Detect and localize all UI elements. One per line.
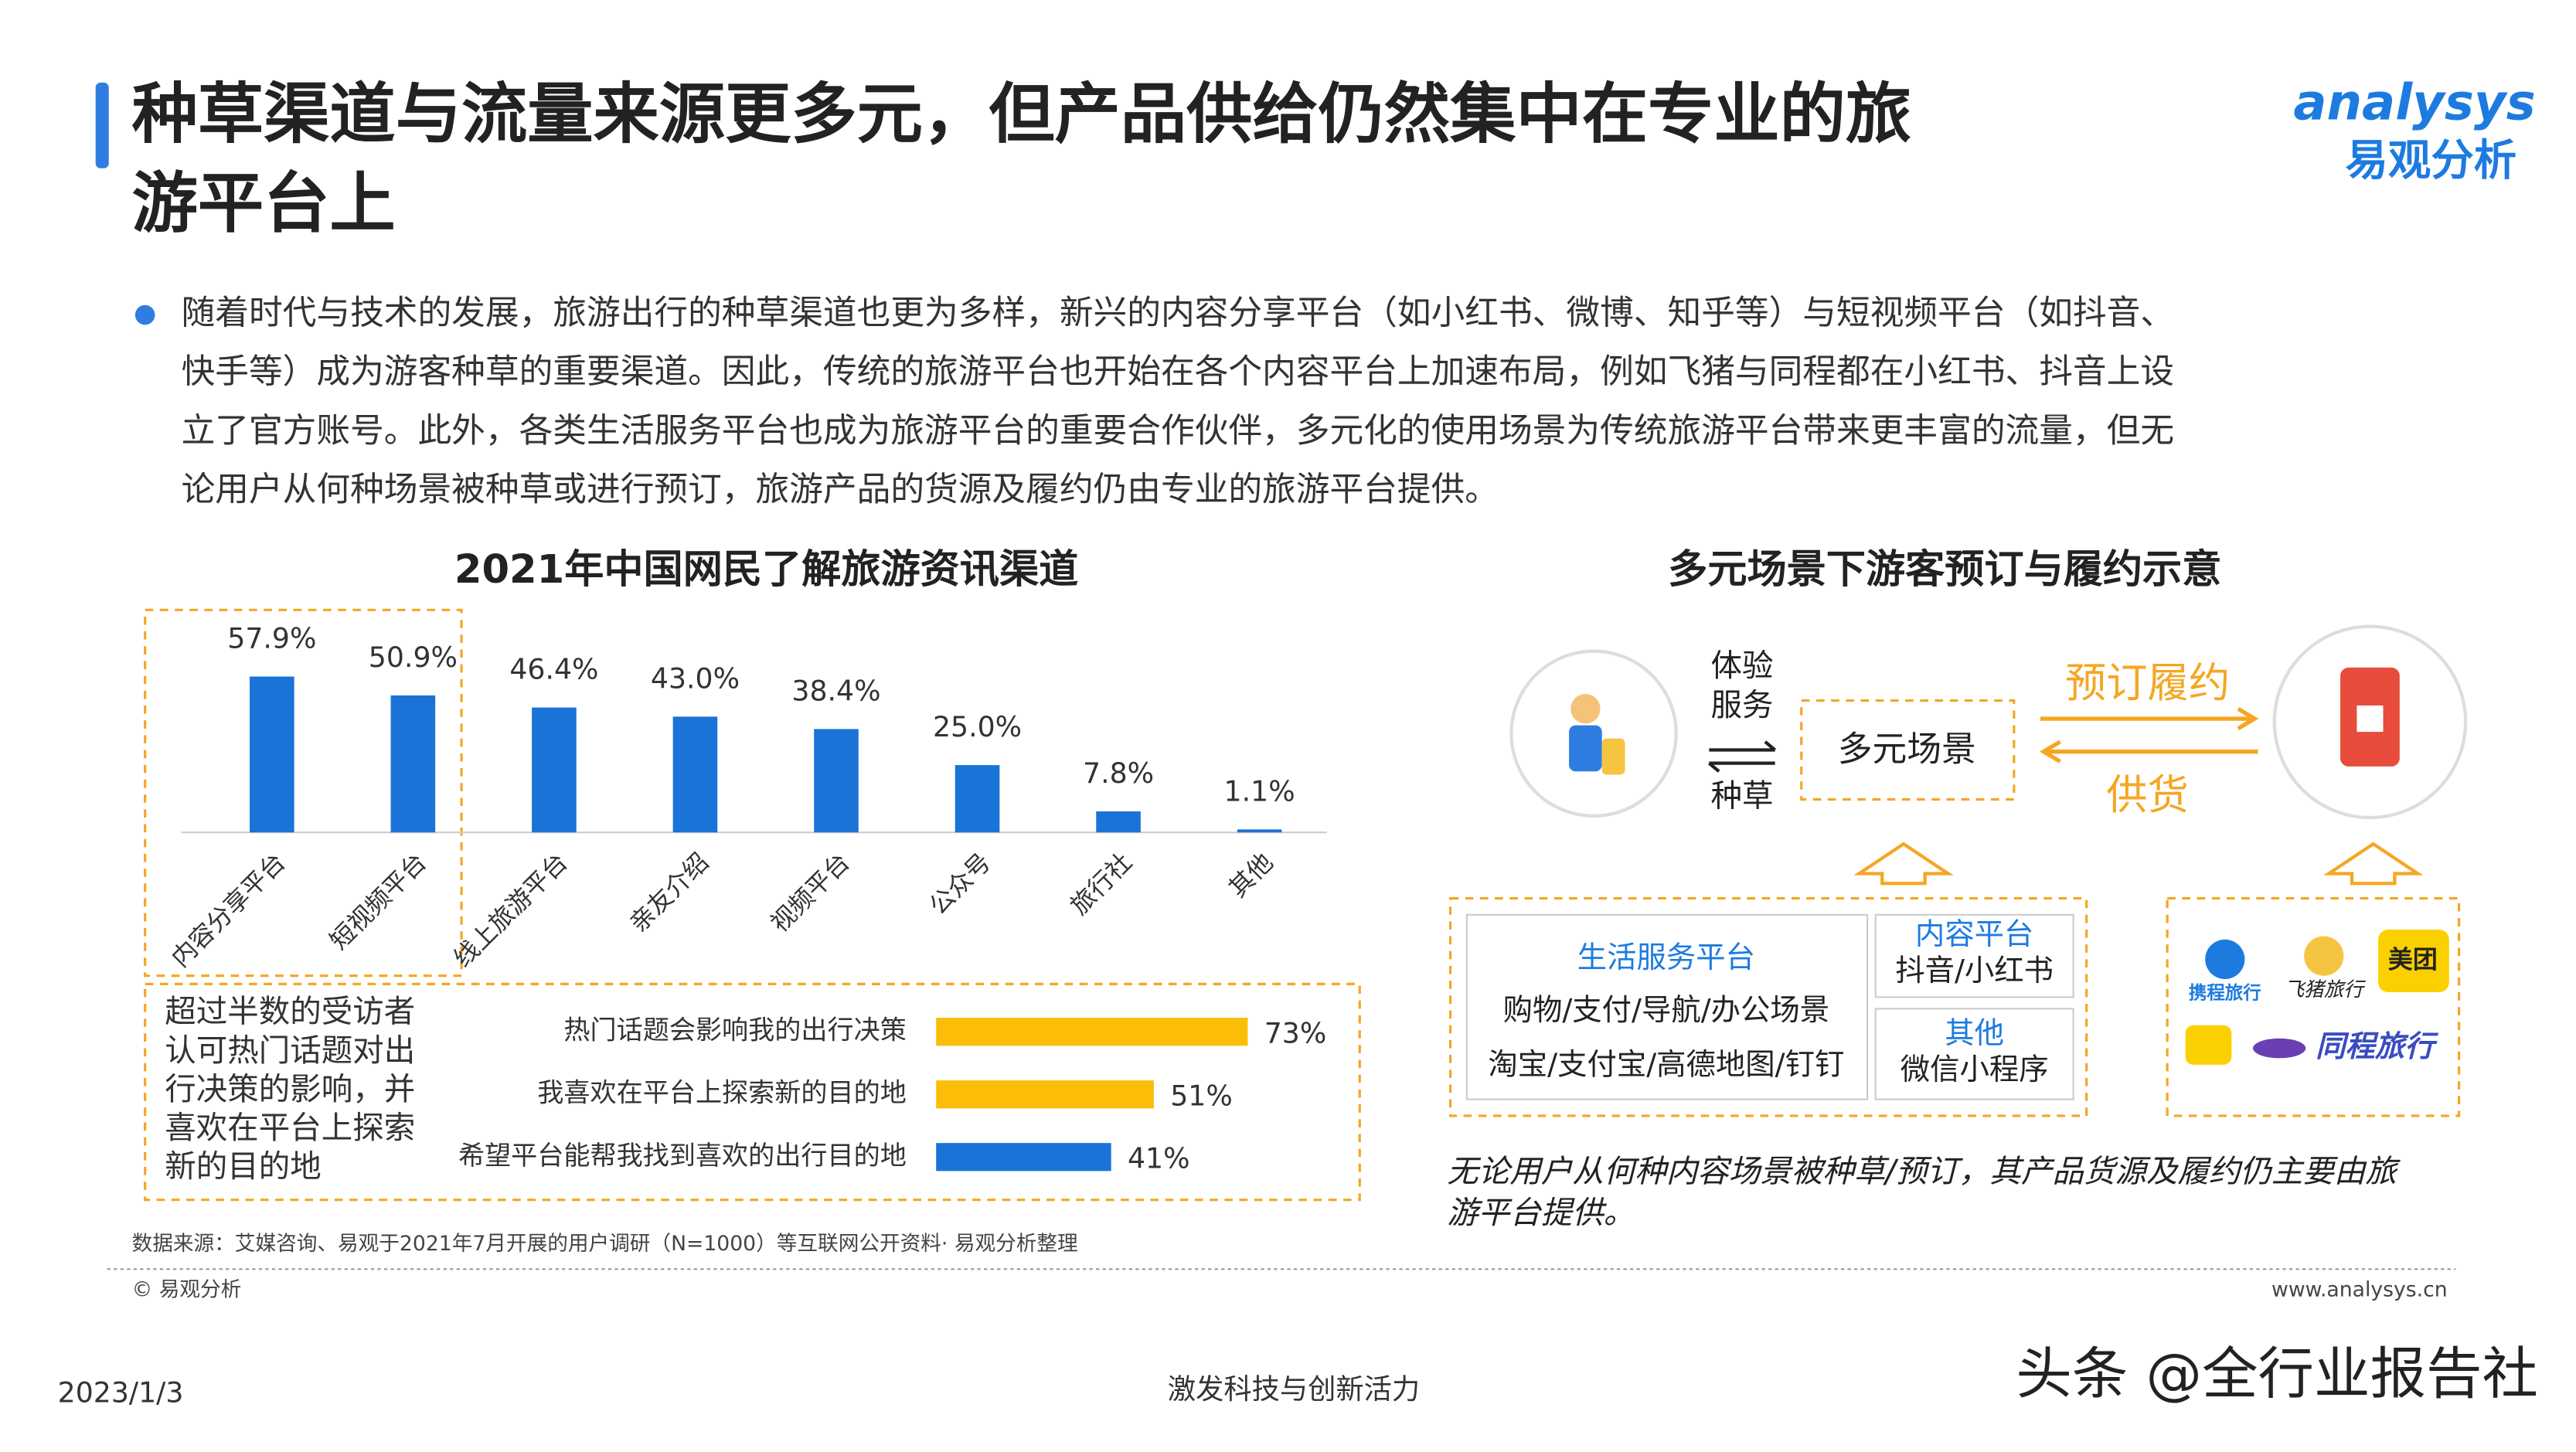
center-box — [1800, 699, 2016, 801]
bar — [390, 695, 436, 833]
source: 数据来源：艾媒咨询、易观于2021年7月开展的用户调研（N=1000）等互联网公… — [132, 1232, 1078, 1256]
value-label: 43.0% — [651, 661, 740, 695]
diagram-title: 多元场景下游客预订与履约示意 — [1668, 547, 2221, 593]
bar — [955, 765, 1000, 833]
value-label: 57.9% — [227, 622, 316, 655]
slogan: 激发科技与创新活力 — [1168, 1372, 1420, 1406]
cell-title: 其他 — [1945, 1016, 2004, 1051]
cell-text: 淘宝/支付宝/高德地图/钉钉 — [1488, 1047, 1844, 1082]
center-label: 多元场景 — [1838, 729, 1976, 770]
logo-box — [2166, 896, 2461, 1117]
bar — [250, 676, 294, 833]
label: 体验 — [1710, 647, 1773, 684]
title: 种草渠道与流量来源更多元，但产品供给仍然集中在专业的旅 — [132, 77, 1912, 153]
cell-text: 微信小程序 — [1901, 1052, 2049, 1087]
y-tick-label: 希望平台能帮我找到喜欢的出行目的地 — [458, 1141, 907, 1171]
caption: 无论用户从何种内容场景被种草/预订，其产品货源及履约仍主要由旅 — [1447, 1153, 2401, 1190]
logo-cn: 易观分析 — [2345, 137, 2516, 186]
site: www.analysys.cn — [2271, 1277, 2448, 1301]
logo-icon — [2253, 1038, 2306, 1059]
value-label: 38.4% — [791, 675, 880, 708]
cell — [1874, 1008, 2074, 1100]
copyright: © 易观分析 — [132, 1277, 242, 1301]
cell-title: 生活服务平台 — [1577, 940, 1755, 975]
bar — [814, 729, 859, 833]
icon-part — [2357, 705, 2384, 733]
logo: 携程旅行 — [2189, 982, 2261, 1004]
arrow — [2040, 706, 2259, 731]
paragraph-line: 随着时代与技术的发展，旅游出行的种草渠道也更为多样，新兴的内容分享平台（如小红书… — [182, 294, 2174, 333]
cell-title: 内容平台 — [1915, 917, 2034, 952]
bar — [532, 707, 577, 833]
logo-icon — [2378, 929, 2449, 993]
paragraph-line: 快手等）成为游客种草的重要渠道。因此，传统的旅游平台也开始在各个内容平台上加速布… — [182, 352, 2174, 392]
value-label: 7.8% — [1083, 757, 1154, 790]
cell-text: 购物/支付/导航/办公场景 — [1503, 993, 1830, 1028]
cell — [1465, 913, 1869, 1100]
annotation: 新的目的地 — [165, 1148, 321, 1185]
value-label: 46.4% — [509, 653, 598, 686]
cell — [1874, 913, 2074, 998]
value-label: 50.9% — [369, 641, 458, 674]
annotation-box — [144, 982, 1361, 1202]
date: 2023/1/3 — [58, 1375, 184, 1409]
watermark: 头条 @全行业报告社 — [2016, 1342, 2538, 1407]
logo-icon — [2205, 939, 2245, 979]
value-label: 25.0% — [933, 710, 1022, 743]
arrow-label: 预订履约 — [2065, 659, 2230, 707]
annotation: 超过半数的受访者 — [165, 993, 415, 1030]
annotation: 喜欢在平台上探索 — [165, 1109, 415, 1146]
arrow — [2040, 740, 2258, 763]
annotation: 认可热门话题对出 — [165, 1032, 415, 1069]
up-arrow — [1853, 842, 1954, 886]
arrow-label: 供货 — [2106, 771, 2189, 819]
caption: 游平台提供。 — [1447, 1194, 1635, 1231]
y-tick-label: 热门话题会影响我的出行决策 — [563, 1015, 906, 1046]
value-label: 1.1% — [1224, 774, 1295, 808]
cell-text: 抖音/小红书 — [1895, 954, 2054, 988]
value-label: 51% — [1170, 1079, 1233, 1112]
paragraph-line: 论用户从何种场景被种草或进行预订，旅游产品的货源及履约仍由专业的旅游平台提供。 — [182, 470, 1499, 509]
value-label: 41% — [1128, 1142, 1190, 1175]
chart-title: 2021年中国网民了解旅游资讯渠道 — [454, 547, 1078, 593]
bar — [936, 1143, 1111, 1171]
paragraph-line: 立了官方账号。此外，各类生活服务平台也成为旅游平台的重要合作伙伴，多元化的使用场… — [182, 411, 2174, 451]
title: 游平台上 — [132, 165, 396, 242]
logo: 同程旅行 — [2316, 1029, 2438, 1064]
y-tick-label: 我喜欢在平台上探索新的目的地 — [537, 1078, 907, 1109]
logo-icon — [2185, 1025, 2232, 1065]
bar — [672, 716, 718, 833]
icon-part — [1601, 738, 1625, 775]
bar — [1096, 811, 1141, 833]
bar — [936, 1018, 1248, 1046]
icon-part — [1570, 694, 1601, 724]
platform-box — [1448, 896, 2088, 1117]
logo: 飞猪旅行 — [2285, 978, 2367, 1001]
up-arrow — [2323, 842, 2424, 886]
bullet — [134, 304, 155, 325]
logo: 美团 — [2388, 945, 2438, 974]
arrows — [1707, 740, 1777, 773]
value-label: 73% — [1264, 1016, 1327, 1049]
bar — [1237, 829, 1282, 833]
label: 种草 — [1710, 777, 1773, 814]
logo-icon — [2304, 936, 2344, 976]
title-accent — [95, 82, 109, 168]
label: 服务 — [1710, 686, 1773, 723]
icon-part — [1569, 725, 1602, 772]
logo-en: analysys — [2293, 74, 2535, 131]
annotation: 行决策的影响，并 — [165, 1070, 415, 1107]
bar — [936, 1080, 1154, 1109]
